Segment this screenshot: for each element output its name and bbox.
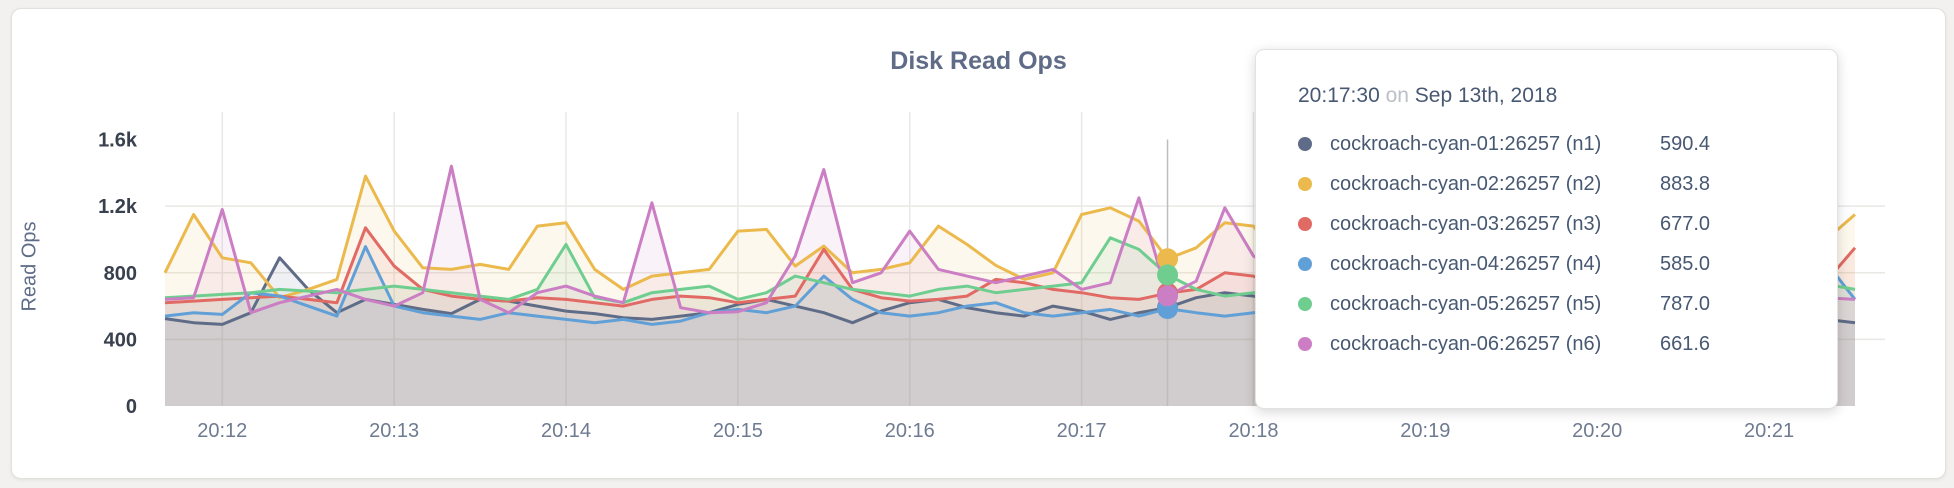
- y-tick-label: 0: [126, 396, 137, 418]
- tooltip-date: Sep 13th, 2018: [1414, 84, 1558, 107]
- x-tick-label: 20:16: [885, 420, 935, 442]
- tooltip-row-n5: cockroach-cyan-05:26257 (n5) 787.0: [1298, 284, 1837, 324]
- tooltip-series-name: cockroach-cyan-03:26257 (n3): [1330, 212, 1602, 235]
- chart-tooltip: 20:17:30 on Sep 13th, 2018 cockroach-cya…: [1255, 49, 1838, 409]
- tooltip-time: 20:17:30: [1298, 84, 1380, 107]
- x-tick-label: 20:14: [541, 420, 591, 442]
- tooltip-on-word: on: [1385, 84, 1409, 107]
- hover-dot-n6: [1157, 285, 1179, 307]
- series-color-dot-icon: [1298, 337, 1312, 351]
- tooltip-row-n6: cockroach-cyan-06:26257 (n6) 661.6: [1298, 324, 1837, 364]
- x-tick-label: 20:21: [1744, 420, 1794, 442]
- x-tick-label: 20:17: [1057, 420, 1107, 442]
- y-tick-label: 1.6k: [98, 130, 138, 152]
- hover-dot-n5: [1157, 264, 1179, 286]
- x-tick-label: 20:15: [713, 420, 763, 442]
- tooltip-series-value: 661.6: [1660, 332, 1711, 355]
- series-color-dot-icon: [1298, 137, 1312, 151]
- tooltip-series-value: 590.4: [1660, 132, 1711, 155]
- tooltip-series-name: cockroach-cyan-02:26257 (n2): [1330, 172, 1602, 195]
- y-tick-label: 1.2k: [98, 196, 138, 218]
- tooltip-row-n1: cockroach-cyan-01:26257 (n1) 590.4: [1298, 124, 1837, 164]
- tooltip-rows: cockroach-cyan-01:26257 (n1) 590.4 cockroa…: [1298, 124, 1837, 364]
- y-tick-label: 400: [104, 329, 137, 351]
- tooltip-row-n2: cockroach-cyan-02:26257 (n2) 883.8: [1298, 164, 1837, 204]
- series-color-dot-icon: [1298, 257, 1312, 271]
- tooltip-series-value: 883.8: [1660, 172, 1711, 195]
- tooltip-header: 20:17:30 on Sep 13th, 2018: [1298, 84, 1837, 108]
- series-color-dot-icon: [1298, 217, 1312, 231]
- series-color-dot-icon: [1298, 177, 1312, 191]
- tooltip-row-n3: cockroach-cyan-03:26257 (n3) 677.0: [1298, 204, 1837, 244]
- series-color-dot-icon: [1298, 297, 1312, 311]
- x-tick-label: 20:18: [1228, 420, 1278, 442]
- y-tick-label: 800: [104, 263, 137, 285]
- x-tick-label: 20:20: [1572, 420, 1622, 442]
- tooltip-row-n4: cockroach-cyan-04:26257 (n4) 585.0: [1298, 244, 1837, 284]
- x-tick-label: 20:12: [197, 420, 247, 442]
- chart-title: Disk Read Ops: [890, 47, 1067, 75]
- x-tick-label: 20:19: [1400, 420, 1450, 442]
- tooltip-series-name: cockroach-cyan-05:26257 (n5): [1330, 292, 1602, 315]
- tooltip-series-name: cockroach-cyan-01:26257 (n1): [1330, 132, 1602, 155]
- hover-dot-n2: [1157, 248, 1179, 270]
- tooltip-series-value: 787.0: [1660, 292, 1711, 315]
- x-tick-label: 20:13: [369, 420, 419, 442]
- tooltip-series-name: cockroach-cyan-04:26257 (n4): [1330, 252, 1602, 275]
- tooltip-series-value: 585.0: [1660, 252, 1711, 275]
- tooltip-series-name: cockroach-cyan-06:26257 (n6): [1330, 332, 1602, 355]
- tooltip-series-value: 677.0: [1660, 212, 1711, 235]
